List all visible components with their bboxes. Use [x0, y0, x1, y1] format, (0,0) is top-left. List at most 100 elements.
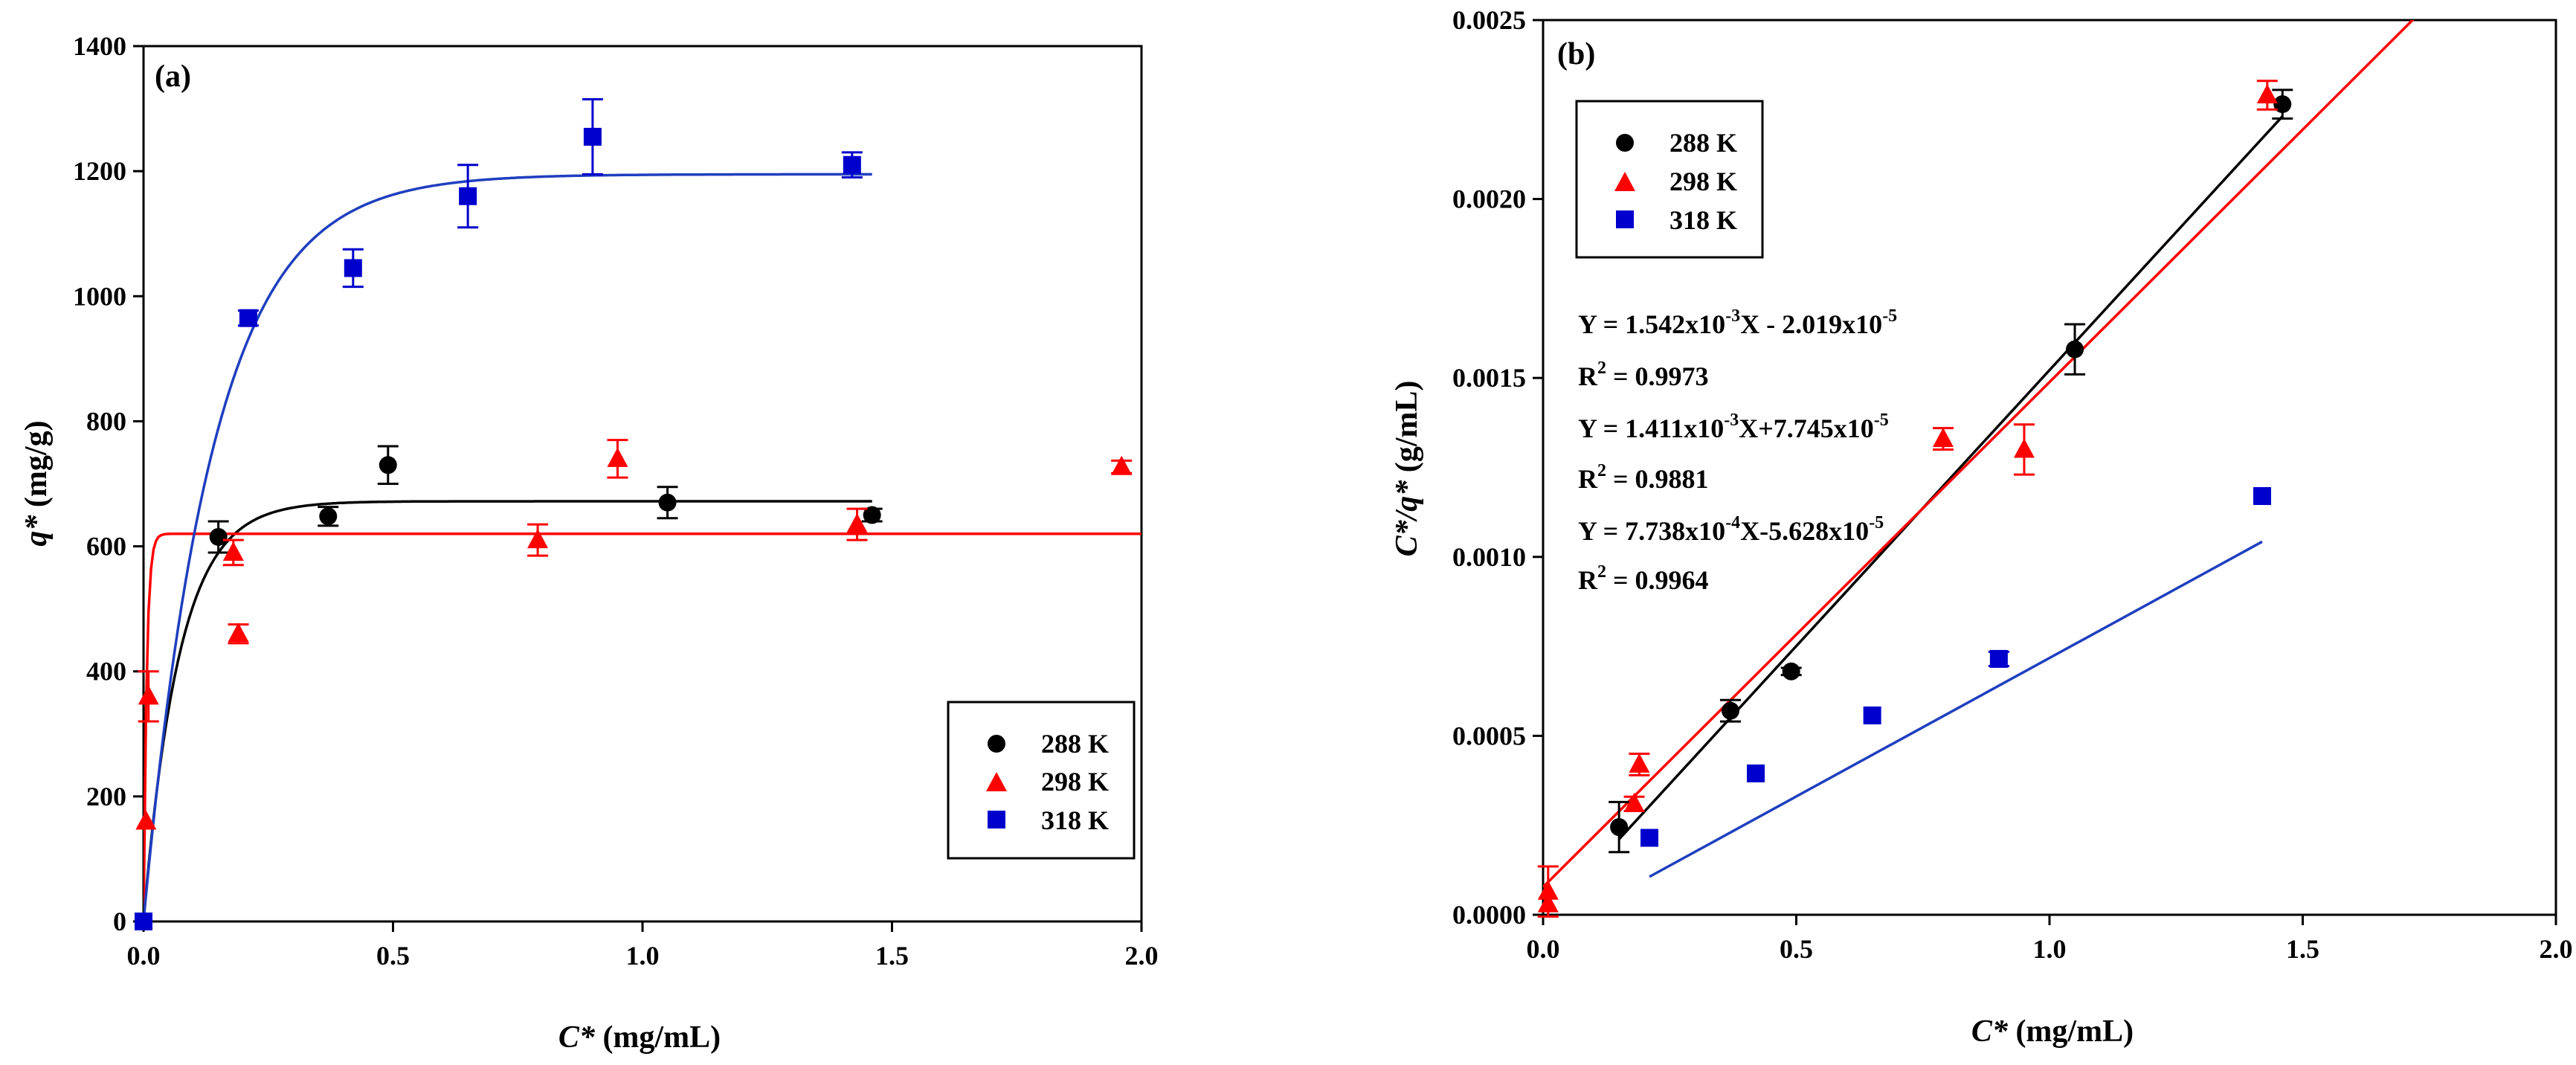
r2-318-r: R [1578, 565, 1598, 595]
eq-288-mid: X - 2.019x10 [1740, 309, 1882, 339]
panel-b-x-tick-label: 2.0 [2540, 934, 2573, 964]
panel-a-y-axis-symbol: q* [19, 515, 54, 547]
panel-a-y-tick-label: 0 [113, 907, 126, 936]
panel-b-point-298k [1537, 892, 1559, 913]
eq-298-exp1: -3 [1724, 411, 1739, 430]
legend-b-298-marker [1614, 172, 1635, 191]
panel-a-point-318k [344, 259, 362, 277]
panel-a-y-tick-label: 1000 [73, 281, 126, 311]
panel-a-point-298k [846, 513, 868, 533]
panel-b-point-298k [1623, 792, 1645, 812]
eq-288-prefix: Y = 1.542x10 [1578, 309, 1725, 339]
eq-318-prefix: Y = 7.738x10 [1578, 516, 1725, 546]
panel-a-point-298k [1111, 455, 1133, 475]
panel-b-point-318k [1747, 764, 1765, 782]
panel-b-y-tick-label: 0.0000 [1452, 900, 1526, 930]
panel-a-x-tick-label: 0.5 [376, 941, 410, 971]
r2-298-exp: 2 [1597, 461, 1606, 480]
panel-b-y-tick-label: 0.0010 [1452, 542, 1526, 572]
r2-318: R2 = 0.9964 [1578, 562, 1709, 595]
panel-b-point-298k [1629, 753, 1650, 773]
panel-a-point-318k [239, 309, 257, 327]
legend-b-298-label: 298 K [1669, 167, 1737, 196]
panel-b-label: (b) [1557, 37, 1595, 71]
panel-a-y-axis-title: q* (mg/g) [19, 420, 54, 546]
panel-a-legend: 288 K 298 K 318 K [947, 701, 1136, 860]
equation-298: Y = 1.411x10-3X+7.745x10-5 [1578, 411, 1889, 443]
panel-a-point-298k [228, 622, 249, 643]
panel-a-fit-288k [144, 500, 872, 921]
eq-298-mid: X+7.745x10 [1739, 414, 1874, 443]
legend-b-288-label: 288 K [1669, 128, 1737, 158]
eq-318-exp2: -5 [1869, 513, 1884, 532]
panel-b-point-318k [1863, 706, 1881, 724]
panel-b-point-318k [1989, 649, 2008, 668]
panel-a-point-298k [222, 541, 244, 561]
equation-318: Y = 7.738x10-4X-5.628x10-5 [1578, 513, 1884, 546]
eq-318-mid: X-5.628x10 [1740, 516, 1869, 546]
r2-288: R2 = 0.9973 [1578, 358, 1709, 391]
r2-288-value: = 0.9973 [1606, 361, 1709, 391]
panel-a-x-axis-units: (mg/mL) [595, 1020, 721, 1055]
legend-a-298-label: 298 K [1041, 767, 1109, 797]
panel-b-y-tick-label: 0.0025 [1452, 5, 1526, 35]
panel-a-point-298k [138, 685, 159, 705]
panel-b-point-298k [1932, 428, 1954, 448]
panel-a-x-tick-label: 0.0 [127, 941, 161, 971]
panel-a-point-318k [843, 155, 861, 174]
panel-a-y-tick-label: 200 [86, 782, 126, 811]
panel-b-point-318k [2253, 486, 2272, 505]
panel-a-y-tick-label: 1400 [73, 31, 126, 61]
eq-298-prefix: Y = 1.411x10 [1578, 414, 1724, 443]
panel-b-point-298k [2013, 438, 2035, 458]
panel-a-y-tick-label: 800 [86, 406, 126, 436]
panel-b-y-tick-label: 0.0005 [1452, 721, 1526, 750]
panel-a-label: (a) [155, 59, 191, 94]
r2-298-value: = 0.9881 [1606, 464, 1709, 494]
panel-a-axes: 0.0 0.5 1.0 1.5 2.0 0 200 400 600 800 1000 1200 1400 [73, 31, 1159, 971]
panel-b-point-288k [2273, 95, 2292, 114]
panel-a-point-318k [583, 127, 602, 146]
r2-318-exp: 2 [1597, 562, 1606, 582]
panel-a-point-298k [607, 447, 628, 467]
panel-a-legend-box [947, 701, 1136, 860]
r2-298: R2 = 0.9881 [1578, 461, 1709, 494]
panel-a-chart: 0.0 0.5 1.0 1.5 2.0 0 200 400 600 800 1000 1200 1400… [19, 31, 1159, 1055]
panel-b-point-288k [1721, 701, 1739, 720]
legend-b-318-label: 318 K [1669, 205, 1737, 235]
equation-288: Y = 1.542x10-3X - 2.019x10-5 [1578, 306, 1897, 339]
panel-b-point-288k [1610, 818, 1629, 837]
eq-288-exp2: -5 [1882, 306, 1897, 326]
panel-b-x-tick-label: 0.0 [1527, 934, 1560, 964]
panel-a-point-288k [209, 527, 228, 546]
panel-b-point-298k [1537, 880, 1559, 900]
r2-288-exp: 2 [1597, 358, 1606, 378]
panel-a-point-288k [658, 493, 677, 512]
eq-318-exp1: -4 [1725, 513, 1740, 532]
panel-b-point-298k [2256, 84, 2278, 104]
panel-b-x-axis-units: (mg/mL) [2008, 1014, 2134, 1049]
panel-a-y-tick-label: 1200 [73, 156, 126, 186]
panel-a-point-298k [135, 810, 157, 830]
panel-a-fit-298k [144, 532, 1142, 921]
panel-a-x-axis-symbol: C* [558, 1020, 596, 1055]
panel-a-y-tick-label: 400 [86, 657, 126, 686]
panel-b-y-axis-symbol: C*/q* [1390, 480, 1424, 557]
panel-a-fit-curves [144, 173, 1142, 921]
panel-b-y-tick-label: 0.0020 [1452, 184, 1526, 214]
panel-a-point-318k [459, 187, 477, 205]
panel-b-point-318k [1640, 828, 1659, 847]
eq-288-exp1: -3 [1725, 306, 1740, 326]
panel-b-y-axis-units: (g/mL) [1390, 381, 1424, 480]
panel-a-point-318k [135, 913, 152, 930]
panel-b-point-288k [2066, 340, 2084, 358]
panel-a-x-tick-label: 1.5 [875, 941, 909, 971]
panel-b-equations: Y = 1.542x10-3X - 2.019x10-5 R2 = 0.9973… [1578, 306, 1897, 595]
panel-a-y-axis-units: (mg/g) [19, 420, 54, 515]
legend-a-318-marker [988, 811, 1005, 828]
panel-a-x-tick-label: 2.0 [1125, 941, 1159, 971]
legend-b-318-marker [1616, 210, 1634, 228]
legend-b-288-marker [1616, 134, 1634, 152]
legend-a-288-label: 288 K [1041, 729, 1109, 759]
